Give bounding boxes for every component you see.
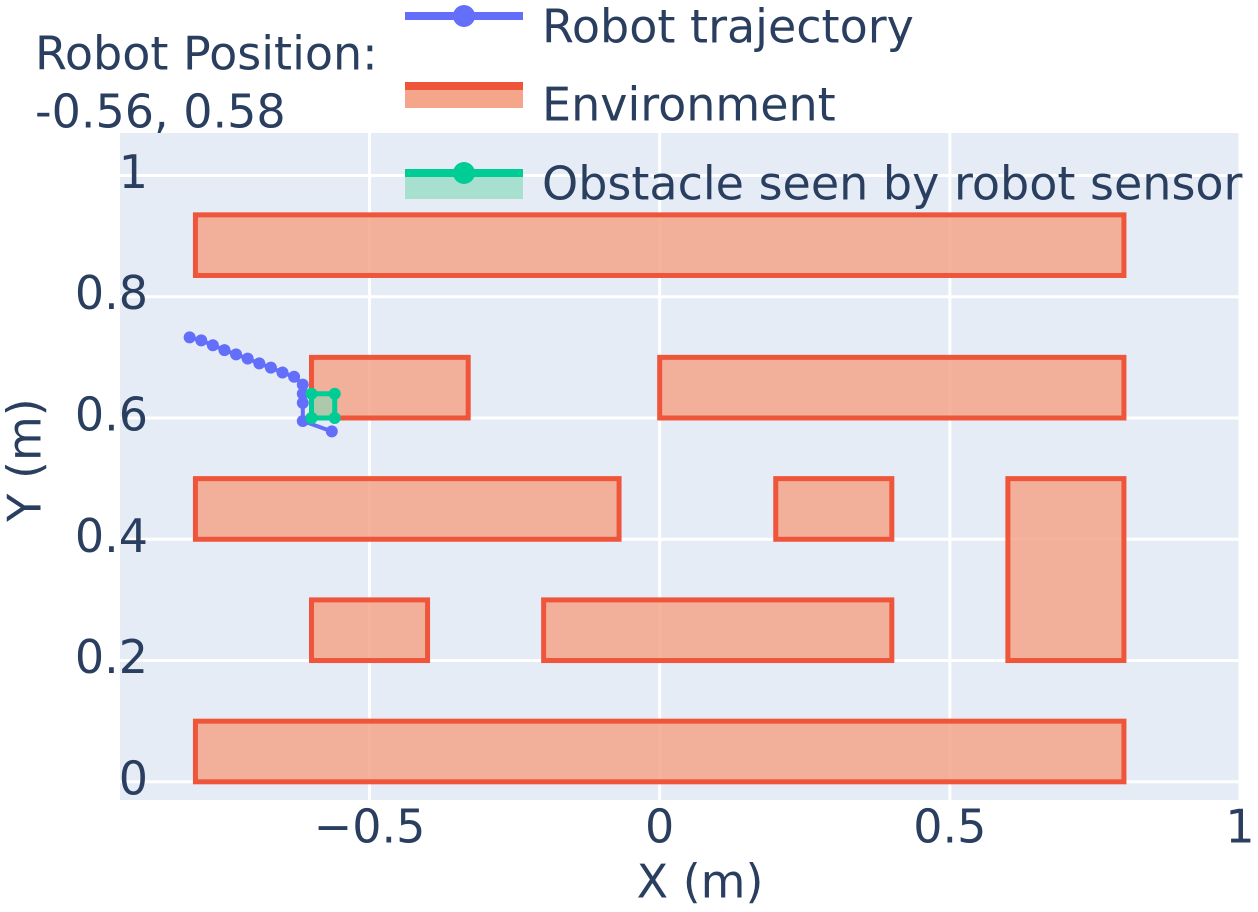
marker [253,357,266,370]
y-tick-label: 0 [119,751,148,805]
environment-rect [1005,476,1127,664]
environment-rect [309,354,471,421]
marker [296,396,309,409]
marker [305,387,318,400]
x-tick-label: 0.5 [913,800,986,854]
marker [296,387,309,400]
marker [218,344,231,357]
marker [276,366,289,379]
legend-marker [453,162,475,184]
legend-label: Obstacle seen by robot sensor [542,157,1243,211]
legend-swatch [405,88,523,108]
y-tick-label: 0.2 [75,630,148,684]
environment-rect [192,718,1127,785]
y-axis-title: Y (m) [0,398,52,522]
x-tick-label: −0.5 [314,800,426,854]
legend-marker [453,5,475,27]
y-tick-label: 0.6 [75,387,148,441]
environment-rect [309,597,431,664]
legend-label: Robot trajectory [542,0,914,54]
annotation: Robot Position: [35,27,378,81]
environment-rect [192,212,1127,278]
marker [206,339,219,352]
legend-swatch [405,177,523,199]
annotation: -0.56, 0.58 [35,85,286,139]
marker [230,348,243,361]
marker [296,378,309,391]
marker [183,331,196,344]
marker [264,361,277,374]
x-tick-label: 0 [645,800,674,854]
obstacle-fill [311,393,335,418]
x-tick-label: 1 [1225,800,1254,854]
marker [241,352,254,365]
marker [288,370,301,383]
environment-rect [541,597,895,664]
y-tick-label: 0.8 [75,266,148,320]
marker [305,411,318,424]
marker [328,411,341,424]
y-tick-label: 0.4 [75,509,148,563]
marker [328,387,341,400]
x-axis-title: X (m) [637,855,764,909]
marker [195,334,208,347]
environment-rect [657,354,1127,421]
legend-label: Environment [542,78,836,132]
environment-rect [192,476,622,542]
y-tick-label: 1 [119,145,148,199]
environment-rect [773,476,895,542]
marker [325,425,338,438]
